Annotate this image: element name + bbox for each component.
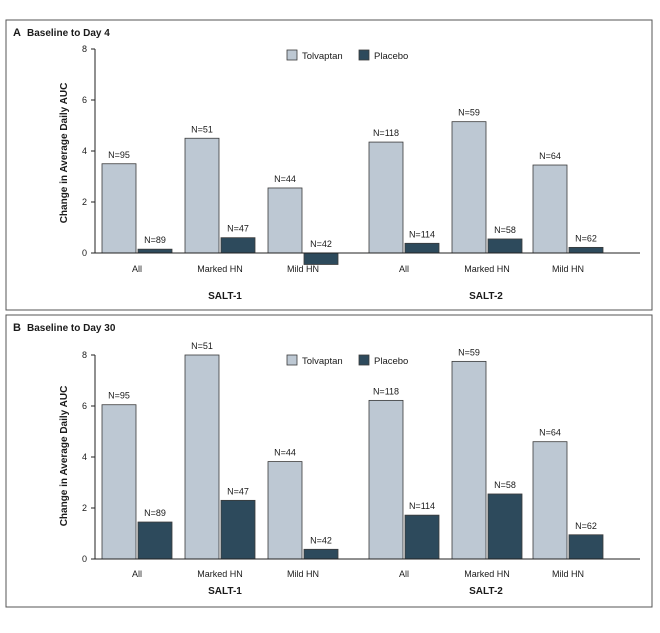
panel-a-n-label: N=47 bbox=[227, 224, 249, 234]
panel-a-bar-placebo bbox=[487, 238, 523, 254]
panel-a-legend: Tolvaptan Placebo bbox=[286, 49, 408, 62]
panel-b-bar-placebo bbox=[487, 493, 523, 560]
panel-b-n-label: N=64 bbox=[539, 428, 561, 438]
panel-a-bar-placebo bbox=[404, 242, 440, 254]
panel-b-n-label: N=62 bbox=[575, 521, 597, 531]
panel-a-y-tick-label: 8 bbox=[82, 44, 87, 54]
panel-a-n-label: N=44 bbox=[274, 174, 296, 184]
legend-label-tolvaptan: Tolvaptan bbox=[302, 356, 343, 367]
panel-a-n-label: N=51 bbox=[191, 124, 213, 134]
panel-b-category-label: Mild HN bbox=[287, 569, 319, 579]
panel-b-n-label: N=44 bbox=[274, 448, 296, 458]
panel-b-n-label: N=42 bbox=[310, 535, 332, 545]
panel-a-bar-tolvaptan bbox=[101, 163, 137, 254]
panel-b-bar-tolvaptan bbox=[267, 461, 303, 560]
panel-a-category-label: Mild HN bbox=[552, 264, 584, 274]
legend-swatch-tolvaptan bbox=[286, 354, 298, 366]
panel-b-bar-tolvaptan bbox=[451, 360, 487, 560]
panel-b-legend: Tolvaptan Placebo bbox=[286, 354, 408, 367]
panel-b-group-label-salt-2: SALT-2 bbox=[469, 586, 503, 597]
panel-b-title: Baseline to Day 30 bbox=[27, 323, 116, 334]
panel-b-y-tick-label: 2 bbox=[82, 503, 87, 513]
panel-a-n-label: N=89 bbox=[144, 235, 166, 245]
panel-a-bar-placebo bbox=[303, 252, 339, 265]
panel-b-group-label-salt-1: SALT-1 bbox=[208, 586, 242, 597]
panel-a-y-tick-label: 2 bbox=[82, 197, 87, 207]
panel-b-bar-placebo bbox=[220, 499, 256, 560]
panel-b-y-tick-label: 0 bbox=[82, 554, 87, 564]
panel-a-group-label-salt-2: SALT-2 bbox=[469, 291, 503, 302]
panel-b-bar-tolvaptan bbox=[184, 354, 220, 560]
panel-a-n-label: N=58 bbox=[494, 225, 516, 235]
panel-b-n-label: N=114 bbox=[409, 501, 435, 511]
panel-b-n-label: N=95 bbox=[108, 391, 130, 401]
panel-a-bar-tolvaptan bbox=[184, 137, 220, 254]
panel-a-n-label: N=118 bbox=[373, 128, 399, 138]
panel-b-category-label: Marked HN bbox=[464, 569, 510, 579]
panel-b-bar-placebo bbox=[404, 514, 440, 560]
legend-swatch-tolvaptan bbox=[286, 49, 298, 61]
panel-b-category-label: Mild HN bbox=[552, 569, 584, 579]
panel-b-y-tick-label: 4 bbox=[82, 452, 87, 462]
legend-label-placebo: Placebo bbox=[374, 51, 408, 62]
panel-b-n-label: N=118 bbox=[373, 386, 399, 396]
panel-b-bar-placebo bbox=[303, 548, 339, 560]
panel-b: B Baseline to Day 30 Change in Average D… bbox=[5, 314, 653, 608]
panel-b-bar-tolvaptan bbox=[368, 399, 404, 560]
panel-a-y-tick-label: 0 bbox=[82, 248, 87, 258]
panel-a-n-label: N=95 bbox=[108, 150, 130, 160]
panel-b-bar-placebo bbox=[568, 534, 604, 560]
legend-swatch-placebo bbox=[358, 49, 370, 61]
panel-b-n-label: N=58 bbox=[494, 480, 516, 490]
panel-b-bar-tolvaptan bbox=[101, 404, 137, 560]
panel-a-bar-tolvaptan bbox=[368, 141, 404, 254]
panel-b-n-label: N=51 bbox=[191, 341, 213, 351]
panel-a-category-label: Marked HN bbox=[464, 264, 510, 274]
panel-a-n-label: N=42 bbox=[310, 239, 332, 249]
panel-a-bar-tolvaptan bbox=[451, 121, 487, 254]
panel-a-bar-placebo bbox=[137, 248, 173, 254]
legend-label-tolvaptan: Tolvaptan bbox=[302, 51, 343, 62]
panel-b-n-label: N=89 bbox=[144, 508, 166, 518]
legend-label-placebo: Placebo bbox=[374, 356, 408, 367]
panel-a-bar-tolvaptan bbox=[267, 187, 303, 254]
legend-swatch-placebo bbox=[358, 354, 370, 366]
panel-a: A Baseline to Day 4 Change in Average Da… bbox=[5, 19, 653, 311]
panel-a-category-label: All bbox=[132, 264, 142, 274]
panel-a-group-label-salt-1: SALT-1 bbox=[208, 291, 242, 302]
panel-b-category-label: Marked HN bbox=[197, 569, 243, 579]
panel-b-n-label: N=47 bbox=[227, 486, 249, 496]
panel-b-letter: B bbox=[13, 322, 21, 334]
panel-a-y-tick-label: 6 bbox=[82, 95, 87, 105]
panel-a-n-label: N=59 bbox=[458, 108, 480, 118]
panel-b-y-axis-label: Change in Average Daily AUC bbox=[59, 386, 70, 527]
panel-a-n-label: N=62 bbox=[575, 233, 597, 243]
panel-a-category-label: All bbox=[399, 264, 409, 274]
panel-a-bar-placebo bbox=[220, 237, 256, 254]
panel-b-category-label: All bbox=[132, 569, 142, 579]
panel-a-bar-placebo bbox=[568, 246, 604, 254]
panel-a-n-label: N=114 bbox=[409, 229, 435, 239]
panel-b-n-label: N=59 bbox=[458, 347, 480, 357]
panel-b-bar-tolvaptan bbox=[532, 441, 568, 560]
panel-a-y-tick-label: 4 bbox=[82, 146, 87, 156]
panel-a-y-axis-label: Change in Average Daily AUC bbox=[59, 83, 70, 224]
panel-a-bar-tolvaptan bbox=[532, 164, 568, 254]
panel-a-category-label: Mild HN bbox=[287, 264, 319, 274]
panel-a-n-label: N=64 bbox=[539, 151, 561, 161]
panel-a-title: Baseline to Day 4 bbox=[27, 28, 110, 39]
panel-b-bar-placebo bbox=[137, 521, 173, 560]
panel-b-y-tick-label: 8 bbox=[82, 350, 87, 360]
panel-a-letter: A bbox=[13, 27, 21, 39]
panel-a-category-label: Marked HN bbox=[197, 264, 243, 274]
panel-b-y-tick-label: 6 bbox=[82, 401, 87, 411]
panel-b-category-label: All bbox=[399, 569, 409, 579]
